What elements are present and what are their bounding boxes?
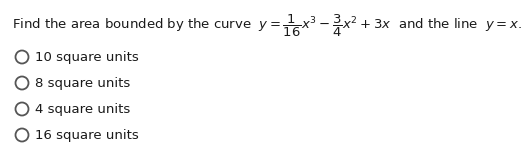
Text: Find the area bounded by the curve  $y = \dfrac{1}{16}x^3 - \dfrac{3}{4}x^2 + 3x: Find the area bounded by the curve $y = … xyxy=(12,13,522,39)
Text: 10 square units: 10 square units xyxy=(35,50,139,64)
Text: 8 square units: 8 square units xyxy=(35,77,130,89)
Text: 16 square units: 16 square units xyxy=(35,129,139,142)
Text: 4 square units: 4 square units xyxy=(35,102,130,116)
